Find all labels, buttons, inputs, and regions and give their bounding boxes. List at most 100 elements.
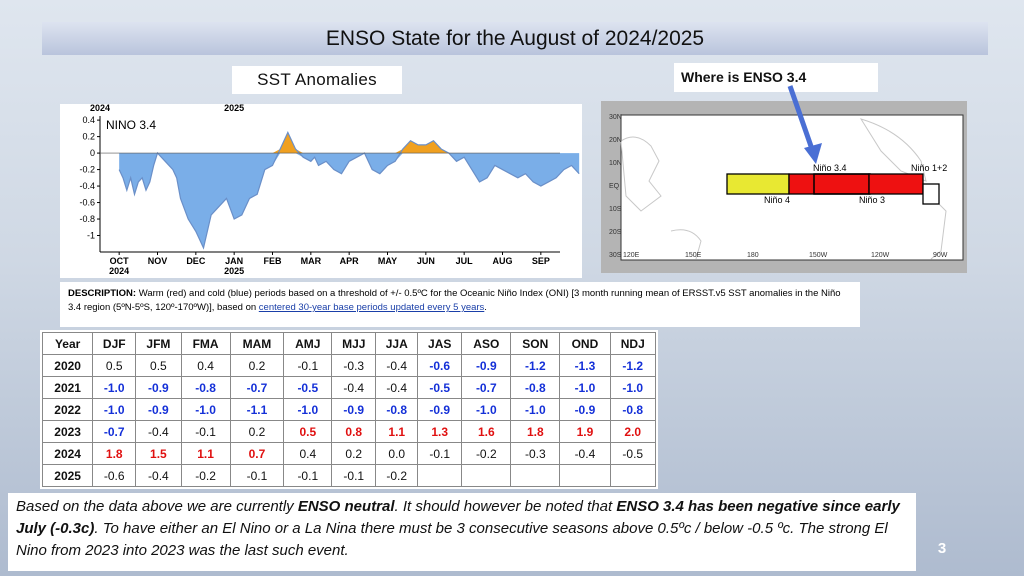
- oni-value-cell: -1.0: [609, 376, 657, 399]
- y-tick-label: -0.4: [79, 181, 95, 191]
- nino3-label: Niño 3: [859, 195, 885, 205]
- map-lon-label: 150W: [809, 252, 828, 259]
- oni-value-cell: 1.8: [92, 442, 137, 465]
- oni-value-cell: 1.9: [559, 420, 611, 443]
- map-lon-label: 120E: [623, 252, 640, 259]
- description-end: .: [484, 302, 487, 313]
- oni-value-cell: -0.6: [92, 464, 137, 487]
- oni-value-cell: -0.9: [559, 398, 611, 421]
- oni-value-cell: -0.5: [283, 376, 333, 399]
- oni-value-cell: -0.7: [229, 376, 285, 399]
- table-header-cell: MJJ: [331, 332, 377, 355]
- x-tick-label: JUN: [417, 256, 435, 266]
- nino34-chart-svg: 0.4 0.2 0 -0.2 -0.4 -0.6 -0.8 -1 OCT NOV DEC JAN FEB…: [79, 103, 580, 276]
- y-tick-label: -0.6: [79, 198, 95, 208]
- nino3-region: [788, 173, 870, 195]
- oni-table: Year DJF JFM FMA MAM AMJ MJJ JJA JAS ASO SON OND NDJ…: [41, 332, 657, 487]
- oni-value-cell: 0.5: [135, 354, 182, 377]
- note-part-2: . It should however be noted that: [394, 498, 617, 515]
- where-is-enso-label: Where is ENSO 3.4: [674, 63, 878, 92]
- x-year-label: 2025: [224, 266, 244, 276]
- nino34-chart: 0.4 0.2 0 -0.2 -0.4 -0.6 -0.8 -1 OCT NOV DEC JAN FEB…: [60, 103, 582, 278]
- x-tick-label: DEC: [186, 256, 206, 266]
- oni-value-cell: -1.0: [92, 376, 137, 399]
- oni-value-cell: -0.7: [92, 420, 137, 443]
- y-tick-label: -0.2: [79, 165, 95, 175]
- description-box: DESCRIPTION: Warm (red) and cold (blue) …: [60, 282, 860, 327]
- year-cell: 2021: [41, 376, 94, 399]
- x-tick-label: APR: [340, 256, 360, 266]
- oni-value-cell: -0.1: [180, 420, 231, 443]
- map-lat-labels: 30N 20N 10N EQ 10S 20S 30S: [609, 114, 622, 259]
- table-header-cell: SON: [510, 332, 561, 355]
- oni-value-cell: 2.0: [609, 420, 657, 443]
- oni-value-cell: -0.1: [229, 464, 285, 487]
- oni-value-cell: -0.4: [559, 442, 611, 465]
- x-tick-label: MAR: [301, 256, 322, 266]
- oni-value-cell: -0.1: [331, 464, 377, 487]
- anomaly-line: [118, 131, 580, 250]
- oni-value-cell: 1.6: [461, 420, 512, 443]
- nino3-region-east: [868, 173, 924, 195]
- table-row: 2023 -0.7 -0.4 -0.1 0.2 0.5 0.8 1.1 1.3 1.6 1.8 1.9…: [41, 420, 657, 443]
- table-header-cell: DJF: [92, 332, 137, 355]
- table-header-cell: AMJ: [283, 332, 333, 355]
- oni-table-container: Year DJF JFM FMA MAM AMJ MJJ JJA JAS ASO SON OND NDJ…: [40, 330, 658, 489]
- oni-value-cell: -0.4: [135, 464, 182, 487]
- y-tick-label: -1: [87, 231, 95, 241]
- oni-value-cell: -0.7: [461, 376, 512, 399]
- map-lon-labels: 120E 150E 180 150W 120W 90W: [623, 252, 948, 259]
- note-part-3: . To have either an El Nino or a La Nina…: [16, 520, 888, 559]
- nino12-label: Niño 1+2: [911, 163, 947, 173]
- base-periods-link[interactable]: centered 30-year base periods updated ev…: [258, 302, 485, 313]
- description-label: DESCRIPTION:: [68, 288, 137, 299]
- oni-value-cell: 0.2: [229, 354, 285, 377]
- oni-value-cell: -0.8: [510, 376, 561, 399]
- commentary-box: Based on the data above we are currently…: [8, 493, 916, 571]
- table-header-cell: NDJ: [609, 332, 657, 355]
- oni-value-cell: 0.2: [229, 420, 285, 443]
- table-row: 2024 1.8 1.5 1.1 0.7 0.4 0.2 0.0 -0.1 -0.2 -0.3 -0.…: [41, 442, 657, 465]
- positive-anomaly-area: [119, 132, 580, 154]
- oni-value-cell: 1.8: [510, 420, 561, 443]
- note-bold-1: ENSO neutral: [297, 498, 395, 515]
- oni-value-cell: -0.5: [417, 376, 463, 399]
- land-outline-australia: [670, 229, 702, 260]
- oni-value-cell: -1.3: [559, 354, 611, 377]
- oni-value-cell: 1.1: [180, 442, 231, 465]
- oni-value-cell: -0.1: [417, 442, 463, 465]
- map-lat-label: 20S: [609, 229, 622, 236]
- oni-value-cell: -0.1: [283, 354, 333, 377]
- page-number: 3: [937, 540, 947, 557]
- year-cell: 2022: [41, 398, 94, 421]
- oni-value-cell: -0.6: [417, 354, 463, 377]
- map-lat-label: 30N: [609, 114, 622, 121]
- oni-value-cell: -0.9: [417, 398, 463, 421]
- table-header-row: Year DJF JFM FMA MAM AMJ MJJ JJA JAS ASO SON OND NDJ: [41, 332, 657, 355]
- y-tick-label: 0.4: [82, 115, 95, 125]
- oni-value-cell: [609, 464, 657, 487]
- table-header-cell: OND: [559, 332, 611, 355]
- oni-value-cell: -0.3: [510, 442, 561, 465]
- oni-value-cell: -0.4: [375, 354, 419, 377]
- oni-value-cell: -0.8: [375, 398, 419, 421]
- table-header-cell: FMA: [180, 332, 231, 355]
- table-header-cell: MAM: [229, 332, 285, 355]
- oni-value-cell: 0.5: [283, 420, 333, 443]
- map-lat-label: 10S: [609, 206, 622, 213]
- oni-value-cell: -0.9: [135, 376, 182, 399]
- oni-value-cell: -0.2: [180, 464, 231, 487]
- map-lon-label: 150E: [685, 252, 702, 259]
- oni-value-cell: -1.0: [510, 398, 561, 421]
- oni-value-cell: -0.4: [135, 420, 182, 443]
- oni-value-cell: 0.0: [375, 442, 419, 465]
- x-tick-label: NOV: [148, 256, 168, 266]
- x-tick-label: OCT: [110, 256, 129, 266]
- oni-value-cell: -1.0: [559, 376, 611, 399]
- oni-value-cell: -0.3: [331, 354, 377, 377]
- oni-value-cell: 1.5: [135, 442, 182, 465]
- y-tick-label: -0.8: [79, 214, 95, 224]
- oni-value-cell: 0.5: [92, 354, 137, 377]
- oni-value-cell: -1.2: [510, 354, 561, 377]
- y-tick-label: 0: [90, 148, 95, 158]
